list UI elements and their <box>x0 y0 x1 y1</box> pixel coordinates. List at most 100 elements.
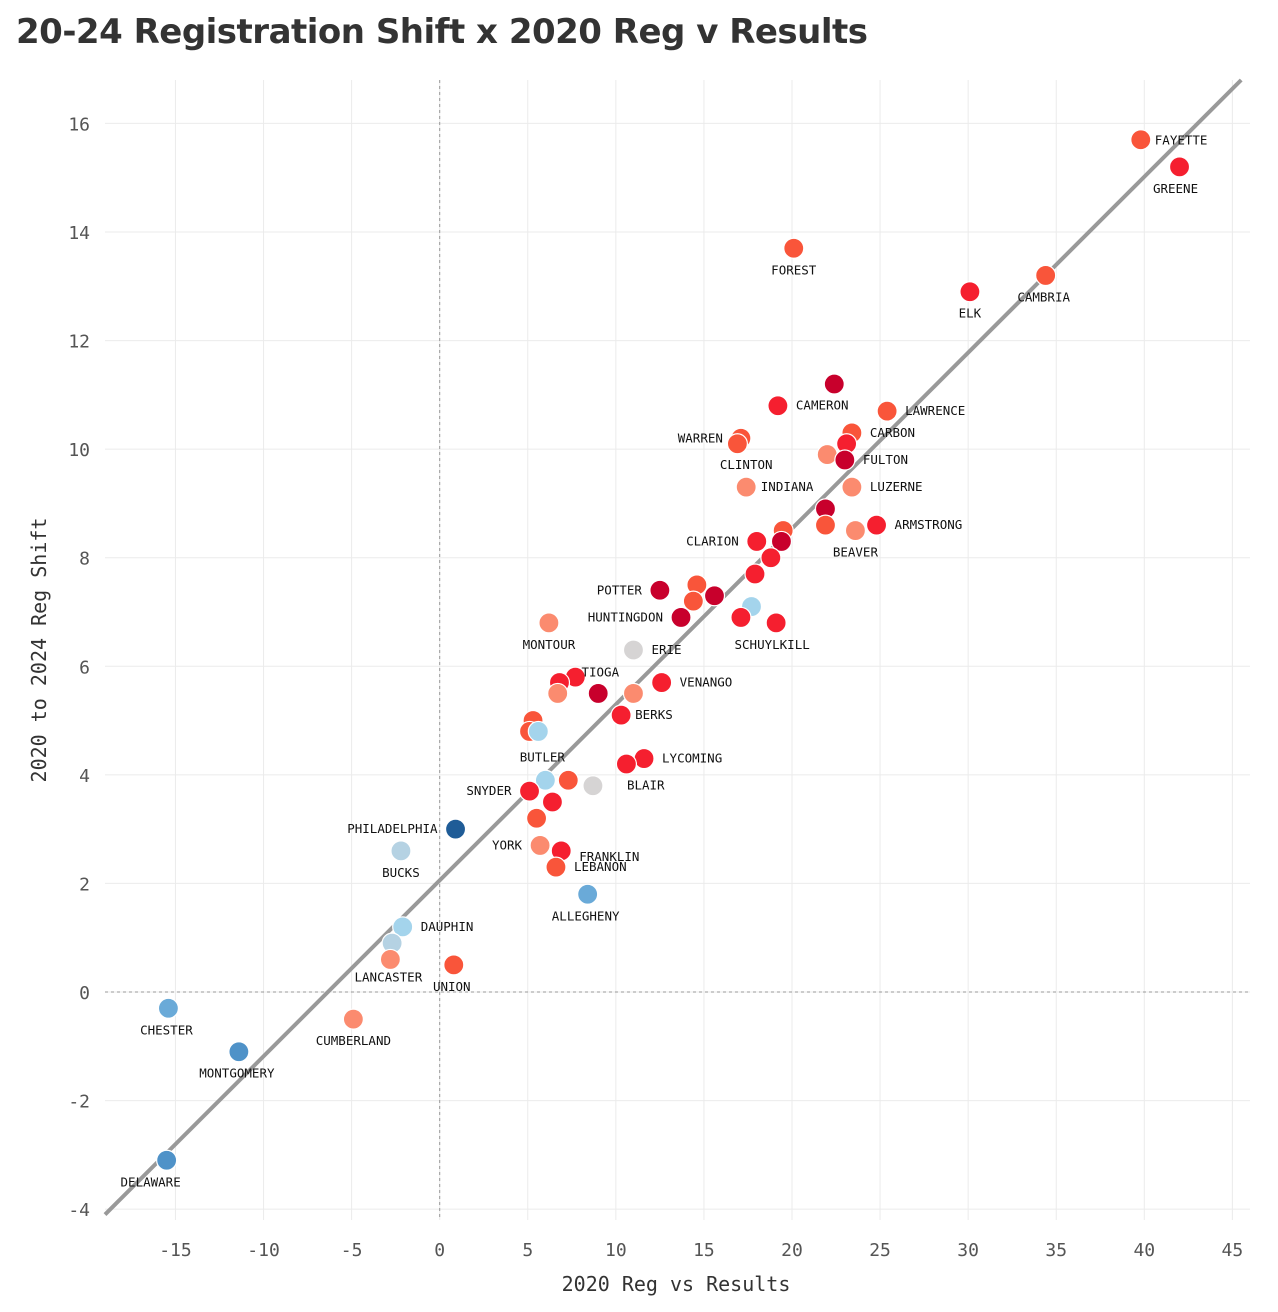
data-point <box>760 547 782 569</box>
data-point <box>633 747 655 770</box>
x-tick-label: 15 <box>693 1240 715 1261</box>
tick-labels: -15 -10 -5 0 5 10 15 20 25 30 35 40 45 -4 -2 0 2 4 6 8 10 12 1… <box>68 114 1243 1261</box>
point-label: MONTGOMERY <box>199 1066 275 1081</box>
data-point <box>379 948 401 971</box>
x-tick-label: 45 <box>1222 1240 1244 1261</box>
point-label: UNION <box>433 979 471 994</box>
data-point <box>541 791 564 813</box>
data-point <box>527 720 549 743</box>
x-tick-label: 30 <box>957 1240 979 1261</box>
x-axis-label: 2020 Reg vs Results <box>562 1272 791 1296</box>
data-point <box>538 612 560 634</box>
data-point <box>157 997 180 1019</box>
point-label: SNYDER <box>466 783 512 798</box>
data-point <box>770 530 793 553</box>
point-label: BUCKS <box>382 865 420 880</box>
point-label: CUMBERLAND <box>316 1033 391 1048</box>
point-label: LEBANON <box>574 859 627 874</box>
point-label: CHESTER <box>140 1022 193 1037</box>
y-tick-label: -2 <box>68 1092 90 1113</box>
data-point <box>529 834 551 857</box>
x-tick-label: -10 <box>247 1240 280 1261</box>
y-tick-label: 0 <box>79 983 90 1004</box>
x-tick-label: 10 <box>605 1240 627 1261</box>
data-points <box>156 129 1191 1171</box>
data-point <box>518 780 541 802</box>
data-point <box>156 1149 178 1171</box>
y-tick-label: 14 <box>68 223 90 244</box>
point-label: ELK <box>959 306 982 321</box>
x-tick-label: 5 <box>522 1240 533 1261</box>
point-label: WARREN <box>678 430 723 445</box>
data-point <box>783 237 805 259</box>
point-label: SCHUYLKILL <box>735 637 810 652</box>
point-label: GREENE <box>1153 181 1198 196</box>
point-label: FOREST <box>771 262 817 277</box>
point-label: BUTLER <box>520 749 566 764</box>
data-point <box>622 682 645 705</box>
data-point <box>577 883 599 905</box>
data-point <box>876 400 898 422</box>
data-point <box>610 704 632 726</box>
y-tick-label: 10 <box>68 440 90 461</box>
point-label: CARBON <box>870 425 915 440</box>
data-point <box>444 818 467 840</box>
data-point <box>392 916 414 938</box>
point-label: HUNTINGDON <box>588 609 663 624</box>
point-labels: FAYETTE GREENE FOREST CAMBRIA ELK CAMERON LAWR… <box>121 133 1208 1190</box>
data-point <box>582 775 604 797</box>
point-label: YORK <box>492 837 523 852</box>
data-point <box>834 449 856 471</box>
point-label: ALLEGHENY <box>552 908 620 923</box>
x-tick-label: 35 <box>1045 1240 1067 1261</box>
y-tick-label: 8 <box>79 549 90 570</box>
data-point <box>557 769 579 791</box>
point-label: PHILADELPHIA <box>347 821 438 836</box>
data-point <box>865 514 888 536</box>
point-label: BEAVER <box>833 545 879 560</box>
data-point <box>615 753 638 775</box>
data-point <box>767 395 789 417</box>
y-tick-label: 6 <box>79 657 90 678</box>
data-point <box>841 476 863 498</box>
point-label: MONTOUR <box>523 637 576 652</box>
data-point <box>744 563 766 585</box>
point-label: FULTON <box>863 452 908 467</box>
point-label: FAYETTE <box>1155 133 1208 148</box>
data-point <box>228 1041 250 1063</box>
data-point <box>703 585 726 607</box>
grid <box>105 80 1250 1220</box>
point-label: BERKS <box>635 707 673 722</box>
data-point <box>547 682 569 705</box>
data-point <box>814 514 837 536</box>
point-label: LAWRENCE <box>905 403 965 418</box>
point-label: DELAWARE <box>121 1174 181 1189</box>
data-point <box>816 443 838 466</box>
data-point <box>649 579 671 601</box>
x-tick-label: 20 <box>781 1240 803 1261</box>
data-point <box>746 530 768 553</box>
data-point <box>682 590 704 612</box>
y-tick-label: 12 <box>68 332 90 353</box>
y-axis-label: 2020 to 2024 Reg Shift <box>27 518 51 783</box>
data-point <box>730 606 752 629</box>
point-label: LYCOMING <box>662 751 722 766</box>
y-tick-label: 4 <box>79 766 90 787</box>
data-point <box>443 954 465 976</box>
chart-title: 20-24 Registration Shift x 2020 Reg v Re… <box>16 12 868 52</box>
point-label: ARMSTRONG <box>895 517 963 532</box>
point-label: CAMBRIA <box>1017 289 1070 304</box>
data-point <box>670 606 692 629</box>
point-label: BLAIR <box>627 778 665 793</box>
data-point <box>959 281 981 303</box>
data-point <box>545 856 567 878</box>
point-label: CLINTON <box>720 457 773 472</box>
zero-lines <box>105 80 1250 1220</box>
point-label: LUZERNE <box>870 479 923 494</box>
data-point <box>1168 156 1191 178</box>
point-label: CLARION <box>686 533 739 548</box>
data-point <box>1035 264 1057 287</box>
x-tick-label: -15 <box>159 1240 192 1261</box>
data-point <box>651 671 673 694</box>
